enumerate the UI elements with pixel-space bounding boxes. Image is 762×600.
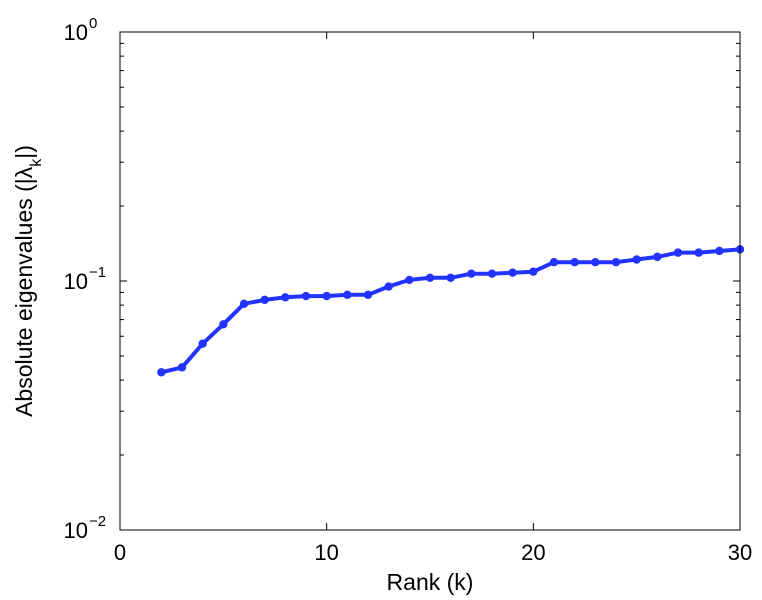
- x-tick-label: 0: [114, 540, 126, 565]
- y-tick-label: 10: [64, 518, 88, 543]
- data-point: [715, 246, 724, 256]
- y-tick-exponent: −2: [89, 513, 106, 530]
- data-point: [322, 291, 331, 301]
- data-series: [157, 245, 745, 377]
- data-point: [508, 268, 517, 277]
- x-tick-label: 20: [521, 540, 545, 565]
- data-point: [219, 320, 228, 329]
- data-point: [653, 252, 662, 262]
- x-axis-label: Rank (k): [387, 569, 474, 595]
- data-point: [467, 269, 476, 278]
- data-point: [446, 273, 455, 283]
- data-point: [529, 267, 538, 276]
- y-tick-exponent: −1: [89, 264, 106, 281]
- data-point: [487, 269, 497, 278]
- x-tick-label: 10: [314, 540, 338, 565]
- data-point: [260, 295, 269, 305]
- data-point: [591, 257, 600, 267]
- data-point: [157, 368, 166, 377]
- data-point: [198, 339, 207, 348]
- data-point: [177, 363, 187, 372]
- data-point: [405, 275, 414, 285]
- data-point: [694, 248, 703, 257]
- y-axis-label: Absolute eigenvalues (|λk|): [11, 145, 45, 417]
- data-point: [384, 282, 393, 291]
- data-point: [549, 257, 559, 267]
- data-point: [281, 293, 290, 302]
- x-tick-label: 30: [728, 540, 752, 565]
- y-tick-label: 10: [64, 269, 88, 294]
- y-tick-label: 10: [64, 20, 88, 45]
- data-point: [239, 299, 249, 308]
- data-point: [343, 290, 352, 300]
- plot-frame: [119, 31, 741, 531]
- data-point: [425, 273, 435, 283]
- data-point: [632, 255, 641, 264]
- y-tick-exponent: 0: [89, 15, 97, 32]
- data-point: [570, 257, 579, 267]
- data-point: [673, 248, 683, 257]
- data-point: [611, 257, 621, 267]
- data-point: [363, 290, 373, 300]
- data-point: [301, 291, 311, 301]
